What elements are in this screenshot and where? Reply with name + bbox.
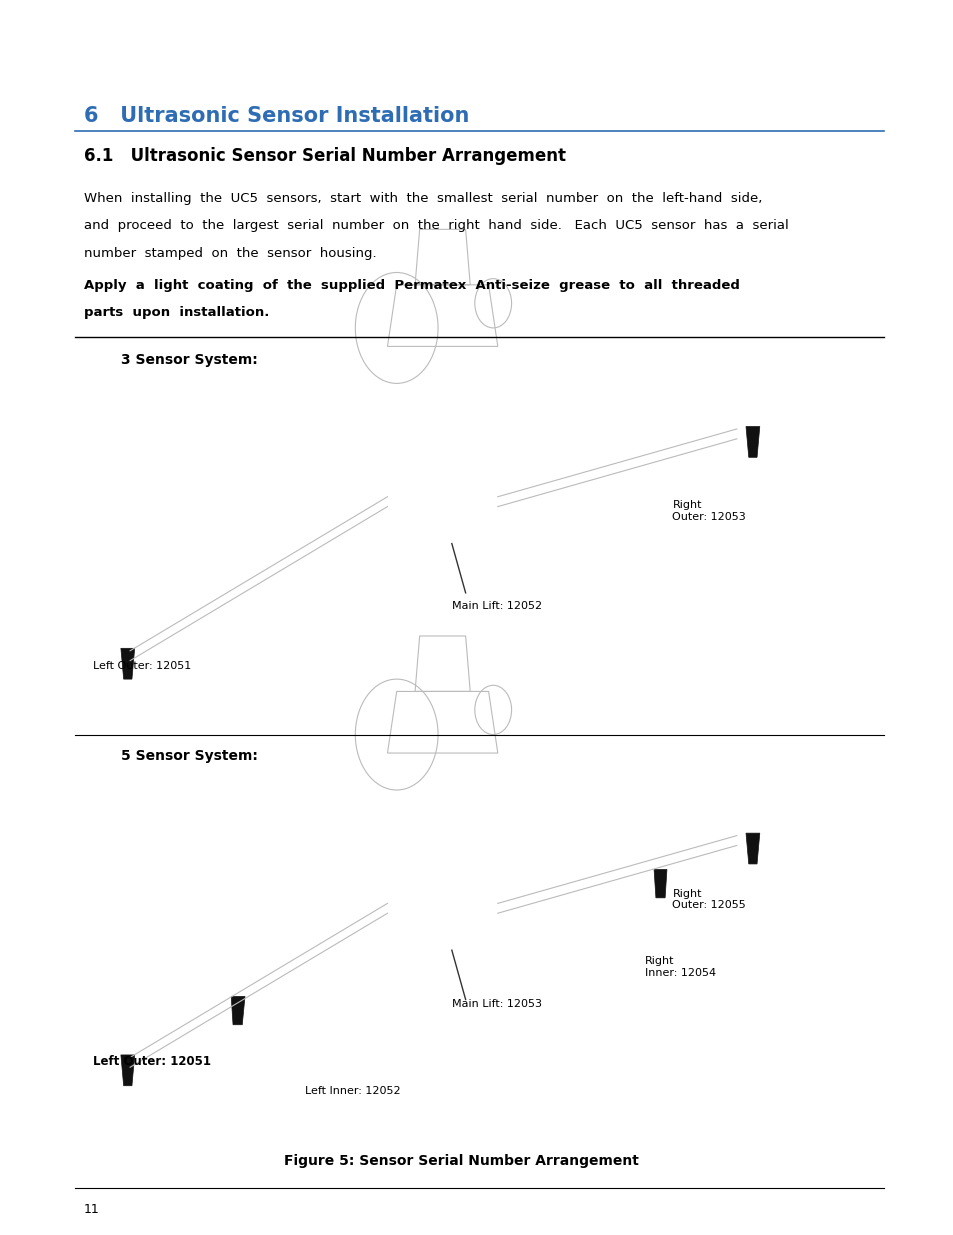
Text: Apply  a  light  coating  of  the  supplied  Permatex  Anti-seize  grease  to  a: Apply a light coating of the supplied Pe… (84, 279, 740, 291)
Text: Main Lift: 12052: Main Lift: 12052 (452, 601, 541, 611)
Text: 5 Sensor System:: 5 Sensor System: (121, 750, 257, 763)
Polygon shape (745, 834, 759, 864)
Text: parts  upon  installation.: parts upon installation. (84, 306, 269, 319)
Text: 11: 11 (84, 1203, 100, 1215)
Text: Left Outer: 12051: Left Outer: 12051 (93, 661, 192, 671)
Text: and  proceed  to  the  largest  serial  number  on  the  right  hand  side.   Ea: and proceed to the largest serial number… (84, 220, 788, 232)
Polygon shape (231, 997, 245, 1025)
Polygon shape (121, 1055, 134, 1086)
Polygon shape (121, 648, 134, 679)
Text: Main Lift: 12053: Main Lift: 12053 (452, 999, 541, 1009)
Text: When  installing  the  UC5  sensors,  start  with  the  smallest  serial  number: When installing the UC5 sensors, start w… (84, 193, 761, 205)
Text: 3 Sensor System:: 3 Sensor System: (121, 352, 257, 367)
Text: Left Inner: 12052: Left Inner: 12052 (304, 1086, 400, 1095)
Polygon shape (745, 426, 759, 457)
Polygon shape (654, 869, 666, 898)
Text: 6   Ultrasonic Sensor Installation: 6 Ultrasonic Sensor Installation (84, 106, 469, 126)
Text: Right
Outer: 12053: Right Outer: 12053 (672, 500, 745, 522)
Text: 6.1   Ultrasonic Sensor Serial Number Arrangement: 6.1 Ultrasonic Sensor Serial Number Arra… (84, 147, 565, 164)
Text: Left Outer: 12051: Left Outer: 12051 (93, 1055, 212, 1068)
Text: Figure 5: Sensor Serial Number Arrangement: Figure 5: Sensor Serial Number Arrangeme… (283, 1153, 638, 1167)
Text: Right
Outer: 12055: Right Outer: 12055 (672, 889, 745, 910)
Text: Right
Inner: 12054: Right Inner: 12054 (644, 956, 716, 978)
Text: number  stamped  on  the  sensor  housing.: number stamped on the sensor housing. (84, 247, 376, 259)
